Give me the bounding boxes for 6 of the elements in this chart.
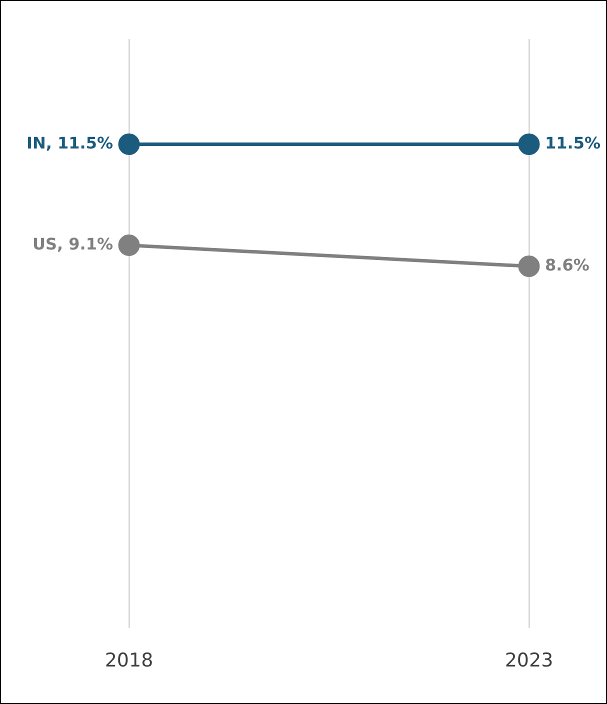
data-label: 8.6% — [545, 255, 590, 274]
x-tick-label: 2018 — [104, 650, 154, 672]
x-tick-label: 2023 — [504, 650, 554, 672]
data-label: 11.5% — [545, 133, 601, 152]
data-label: US, 9.1% — [32, 234, 113, 254]
data-label: IN, 11.5% — [26, 133, 113, 152]
